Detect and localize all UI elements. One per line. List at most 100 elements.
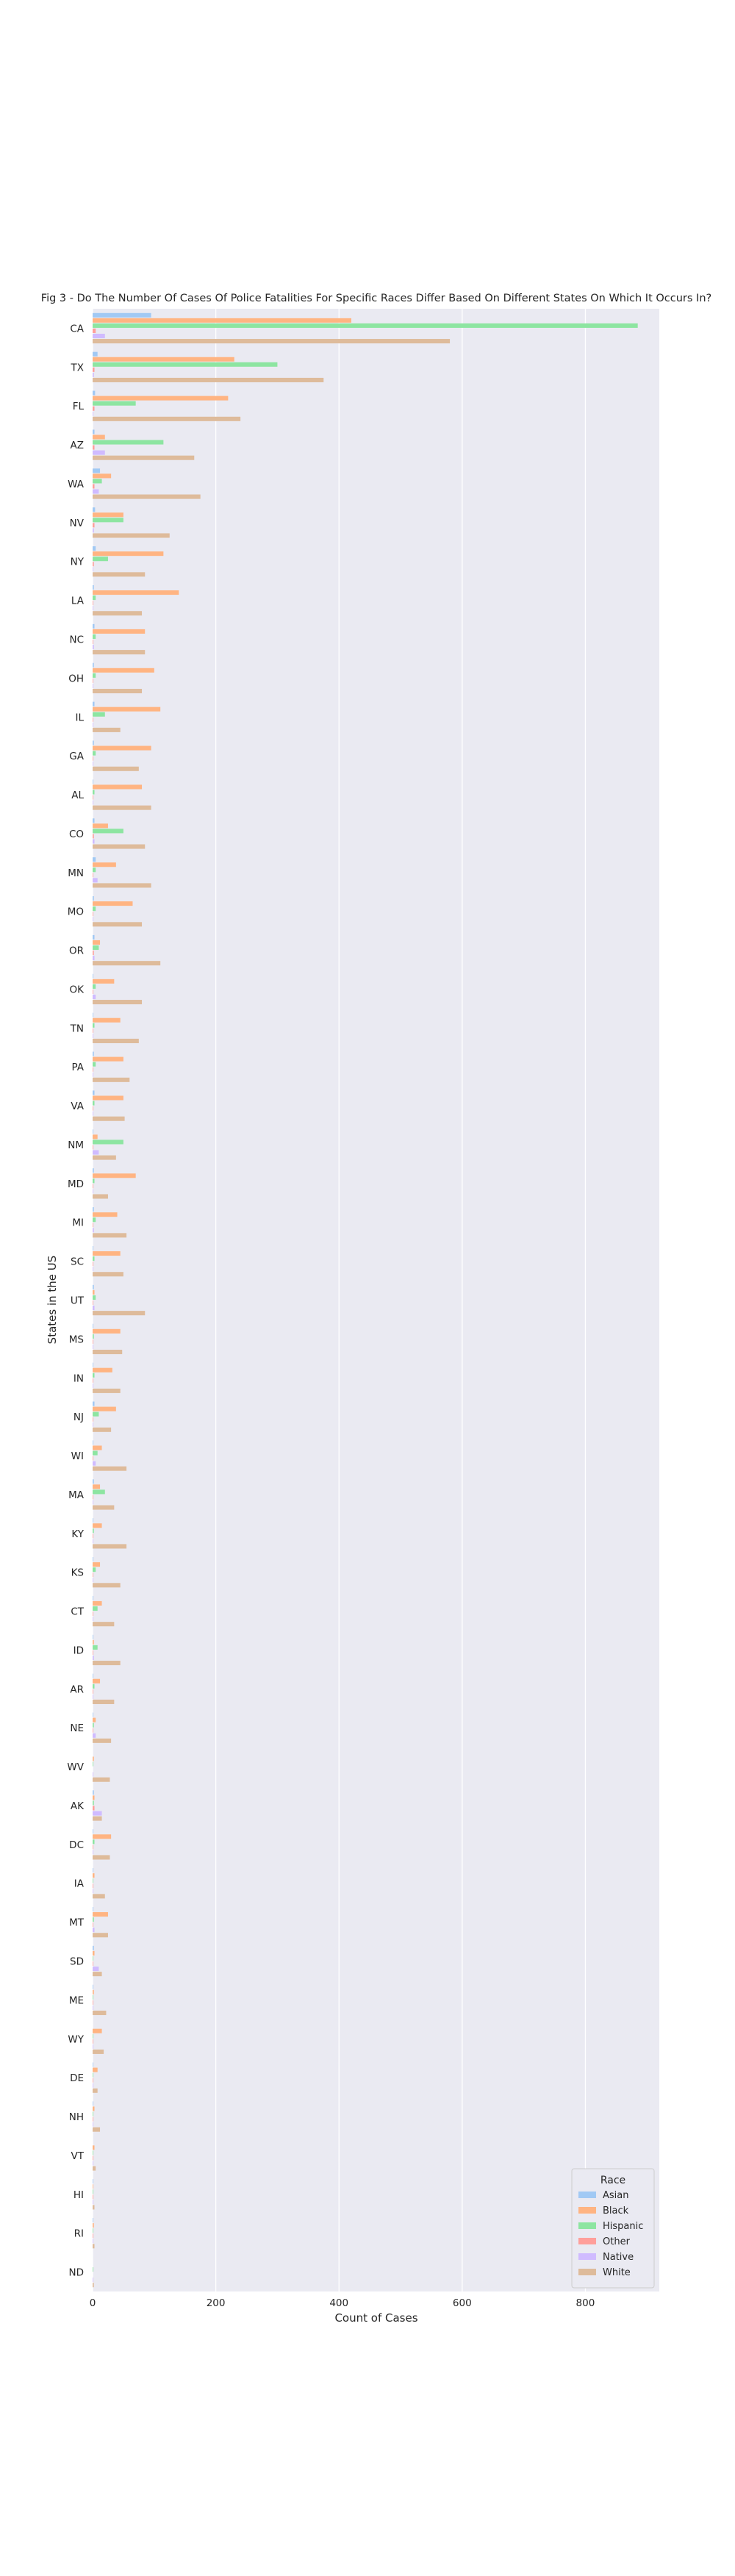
bar-white-al <box>93 805 151 810</box>
legend-label-native: Native <box>603 2252 634 2263</box>
bar-hispanic-nc <box>93 634 96 639</box>
bar-black-mt <box>93 1912 108 1917</box>
bar-black-il <box>93 706 161 712</box>
bar-native-ak <box>93 1811 102 1816</box>
x-tick-label: 200 <box>207 2297 226 2309</box>
y-tick-label: NC <box>69 634 84 646</box>
bar-hispanic-ma <box>93 1489 105 1495</box>
y-tick-label: RI <box>74 2228 84 2240</box>
bar-white-nc <box>93 650 146 655</box>
legend-swatch-other <box>578 2238 596 2244</box>
bar-white-tn <box>93 1038 139 1043</box>
y-tick-label: ID <box>74 1645 84 1656</box>
y-tick-label: NJ <box>74 1412 84 1423</box>
y-tick-label: AR <box>70 1684 84 1695</box>
y-tick-label: GA <box>69 751 84 762</box>
bar-hispanic-md <box>93 1178 95 1184</box>
bar-black-me <box>93 1989 94 1994</box>
plot-background <box>93 309 659 2291</box>
bar-black-nv <box>93 512 123 518</box>
bar-black-in <box>93 1367 112 1373</box>
y-tick-label: TN <box>70 1023 84 1034</box>
y-tick-label: DE <box>70 2072 84 2084</box>
bar-black-ks <box>93 1562 101 1567</box>
bar-asian-md <box>93 1168 94 1173</box>
y-tick-label: MD <box>68 1178 84 1190</box>
y-tick-label: SD <box>70 1956 84 1968</box>
bar-hispanic-ks <box>93 1567 96 1573</box>
bar-white-sc <box>93 1272 123 1277</box>
bar-black-ct <box>93 1600 102 1606</box>
bar-hispanic-ga <box>93 751 96 756</box>
bar-hispanic-nj <box>93 1412 99 1417</box>
bar-asian-il <box>93 701 95 706</box>
bar-native-mn <box>93 878 98 883</box>
bar-black-wy <box>93 2028 102 2033</box>
y-tick-label: MO <box>68 906 84 918</box>
bar-black-id <box>93 1639 94 1645</box>
bar-white-in <box>93 1388 121 1393</box>
bar-white-ma <box>93 1505 115 1510</box>
bar-asian-la <box>93 584 94 590</box>
bar-white-nm <box>93 1155 116 1160</box>
y-tick-label: ND <box>69 2267 85 2279</box>
bar-white-ms <box>93 1349 123 1355</box>
bar-black-oh <box>93 668 154 673</box>
bar-black-ms <box>93 1328 121 1334</box>
bar-hispanic-mi <box>93 1217 96 1223</box>
bar-white-wv <box>93 1777 110 1782</box>
legend-items: Asian Black Hispanic Other Native White <box>578 2190 643 2278</box>
bar-black-az <box>93 434 105 440</box>
bar-white-co <box>93 844 146 849</box>
bar-hispanic-in <box>93 1373 95 1378</box>
bar-white-nd <box>93 2283 94 2288</box>
bar-black-wi <box>93 1445 102 1450</box>
bar-white-oh <box>93 688 143 694</box>
bar-white-id <box>93 1661 121 1666</box>
bar-black-wv <box>93 1756 94 1761</box>
bar-white-az <box>93 455 195 460</box>
bar-hispanic-az <box>93 440 164 445</box>
bar-white-dc <box>93 1855 110 1860</box>
bar-native-ca <box>93 333 105 339</box>
bar-native-sd <box>93 1967 99 1972</box>
bar-black-ma <box>93 1484 101 1489</box>
bar-other-ny <box>93 562 94 567</box>
bar-black-dc <box>93 1834 112 1839</box>
y-tick-label: VT <box>71 2150 85 2162</box>
bar-native-id <box>93 1655 94 1661</box>
y-tick-label: NM <box>68 1139 84 1151</box>
bar-native-tx <box>93 372 94 377</box>
bar-hispanic-va <box>93 1101 95 1106</box>
bar-white-ok <box>93 1000 143 1005</box>
bar-black-ky <box>93 1523 102 1528</box>
bar-white-nh <box>93 2127 101 2132</box>
bar-white-mt <box>93 1933 108 1938</box>
bar-white-sd <box>93 1972 102 1977</box>
bar-asian-ga <box>93 740 94 745</box>
y-tick-label: NV <box>70 518 85 529</box>
y-tick-label: AL <box>71 790 84 801</box>
bar-white-ny <box>93 572 146 577</box>
bar-black-fl <box>93 396 229 401</box>
bar-white-pa <box>93 1077 130 1082</box>
bar-hispanic-dc <box>93 1839 95 1845</box>
y-tick-label: NY <box>71 557 85 568</box>
bar-white-mo <box>93 922 143 927</box>
bar-black-de <box>93 2067 98 2072</box>
bar-hispanic-co <box>93 829 123 834</box>
legend-swatch-white <box>578 2269 596 2275</box>
bar-black-nj <box>93 1406 116 1412</box>
bar-hispanic-la <box>93 595 96 601</box>
bar-black-ia <box>93 1873 95 1878</box>
bar-white-il <box>93 727 121 732</box>
bar-asian-sd <box>93 1945 94 1950</box>
bar-white-la <box>93 611 143 616</box>
bar-other-ak <box>93 1806 95 1811</box>
bar-black-sc <box>93 1251 121 1256</box>
legend-label-hispanic: Hispanic <box>603 2221 643 2232</box>
bar-asian-tx <box>93 351 98 357</box>
bar-white-wa <box>93 494 201 499</box>
legend: Race Asian Black Hispanic Other Native White <box>571 2168 655 2289</box>
